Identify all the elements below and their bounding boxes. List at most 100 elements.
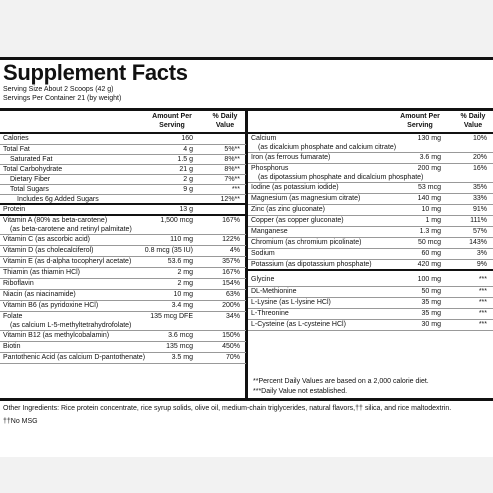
nutrient-name: Protein: [3, 206, 26, 213]
header-underline: [248, 132, 493, 134]
facts-row: Protein 13 g: [0, 205, 246, 216]
daily-value: 35%: [472, 184, 487, 191]
nutrient-name: Sodium: [251, 250, 275, 257]
daily-value: 150%: [222, 332, 240, 339]
facts-row: Iodine (as potassium iodide) 53 mcg 35%: [248, 183, 493, 194]
daily-value: 20%: [472, 154, 487, 161]
daily-value: 3%: [476, 250, 487, 257]
daily-value: 450%: [222, 343, 240, 350]
facts-row: Total Sugars 9 g ***: [0, 185, 246, 195]
nutrient-name: Vitamin E (as d-alpha tocopheryl acetate…: [3, 258, 132, 265]
nutrient-name: L-Cysteine (as L-cysteine HCl): [251, 321, 346, 328]
nutrient-name: Copper (as copper gluconate): [251, 217, 344, 224]
facts-row: Folate (as calcium L-5-methyltetrahydrofo…: [0, 312, 246, 331]
amount-per-serving: 1 mg: [425, 217, 441, 224]
nutrient-name: Glycine: [251, 276, 275, 283]
amount-per-serving: 2 mg: [177, 280, 193, 287]
daily-value: 167%: [222, 217, 240, 224]
nutrient-source: (as calcium L-5-methyltetrahydrofolate): [10, 322, 132, 329]
nutrient-name: Vitamin D (as cholecalciferol): [3, 247, 94, 254]
amount-per-serving: 35 mg: [421, 310, 441, 317]
daily-value: 57%: [472, 228, 487, 235]
nutrient-name: L-Lysine (as L-lysine HCl): [251, 299, 331, 306]
nutrient-name: Calories: [3, 135, 29, 142]
daily-value: 357%: [222, 258, 240, 265]
footnote-no-dv: ***Daily Value not established.: [253, 388, 348, 395]
facts-row: L-Lysine (as L-lysine HCl) 35 mg ***: [248, 298, 493, 309]
facts-row: Niacin (as niacinamide) 10 mg 63%: [0, 290, 246, 301]
facts-row: Total Carbohydrate 21 g 8%**: [0, 165, 246, 175]
nutrient-name: Folate: [3, 313, 23, 320]
facts-row: Dietary Fiber 2 g 7%**: [0, 175, 246, 185]
facts-row: Thiamin (as thiamin HCl) 2 mg 167%: [0, 268, 246, 279]
amount-per-serving: 2 g: [183, 176, 193, 183]
facts-row: Calories 160: [0, 134, 246, 145]
nutrient-name: Magnesium (as magnesium citrate): [251, 195, 361, 202]
daily-value: 8%**: [224, 156, 240, 163]
nutrient-name: Total Sugars: [10, 186, 49, 193]
amount-per-serving: 3.6 mcg: [168, 332, 193, 339]
no-msg-note: ††No MSG: [3, 418, 38, 425]
facts-row: Magnesium (as magnesium citrate) 140 mg 33…: [248, 194, 493, 205]
amount-per-serving: 160: [181, 135, 193, 142]
amount-per-serving: 53 mcg: [418, 184, 441, 191]
amount-per-serving: 10 mg: [173, 291, 193, 298]
facts-row: Manganese 1.3 mg 57%: [248, 227, 493, 238]
daily-value: 91%: [472, 206, 487, 213]
amount-per-serving: 2 mg: [177, 269, 193, 276]
nutrient-name: Vitamin C (as ascorbic acid): [3, 236, 91, 243]
amount-per-serving: 420 mg: [417, 261, 441, 268]
daily-value: 9%: [476, 261, 487, 268]
nutrient-name: Zinc (as zinc gluconate): [251, 206, 325, 213]
nutrient-name: Manganese: [251, 228, 288, 235]
header-underline: [0, 132, 246, 134]
daily-value: ***: [231, 186, 240, 193]
nutrient-name: Includes 6g Added Sugars: [17, 196, 99, 203]
amount-per-serving: 1,500 mcg: [160, 217, 193, 224]
daily-value: 34%: [225, 313, 240, 320]
nutrient-name: Vitamin B6 (as pyridoxine HCl): [3, 302, 99, 309]
dv-header: % Daily Value: [212, 113, 238, 129]
nutrient-name: Saturated Fat: [10, 156, 53, 163]
amount-per-serving: 3.6 mg: [419, 154, 441, 161]
facts-row: Calcium (as dicalcium phosphate and calci…: [248, 134, 493, 153]
facts-row: Vitamin B6 (as pyridoxine HCl) 3.4 mg 200%: [0, 301, 246, 312]
nutrient-name: Total Carbohydrate: [3, 166, 63, 173]
amount-per-serving: 130 mg: [417, 135, 441, 142]
daily-value: 4%: [229, 247, 240, 254]
nutrient-source: (as dipotassium phosphate and dicalcium …: [258, 174, 424, 181]
amount-per-serving: 13 g: [179, 206, 193, 213]
serving-size: Serving Size About 2 Scoops (42 g): [3, 86, 114, 93]
amount-per-serving: 0.8 mcg (35 IU): [144, 247, 193, 254]
facts-row: Pantothenic Acid (as calcium D-pantothen…: [0, 353, 246, 364]
amount-per-serving: 4 g: [183, 146, 193, 153]
nutrient-name: Potassium (as dipotassium phosphate): [251, 261, 372, 268]
facts-row: Total Fat 4 g 5%**: [0, 145, 246, 155]
nutrient-name: L-Threonine: [251, 310, 289, 317]
daily-value: ***: [478, 299, 487, 306]
daily-value: ***: [478, 276, 487, 283]
facts-row: Vitamin C (as ascorbic acid) 110 mg 122%: [0, 235, 246, 246]
nutrient-source: (as dicalcium phosphate and calcium citr…: [258, 144, 397, 151]
daily-value: 33%: [472, 195, 487, 202]
amount-per-serving: 50 mcg: [418, 239, 441, 246]
amount-per-serving: 30 mg: [421, 321, 441, 328]
facts-row: Copper (as copper gluconate) 1 mg 111%: [248, 216, 493, 227]
daily-value: 154%: [222, 280, 240, 287]
column-divider: [245, 108, 248, 398]
daily-value: ***: [478, 321, 487, 328]
facts-row: Biotin 135 mcg 450%: [0, 342, 246, 353]
facts-row: L-Threonine 35 mg ***: [248, 309, 493, 320]
servings-per-container: Servings Per Container 21 (by weight): [3, 95, 122, 102]
amount-per-serving: 21 g: [179, 166, 193, 173]
nutrient-name: Chromium (as chromium picolinate): [251, 239, 362, 246]
facts-row: DL-Methionine 50 mg ***: [248, 287, 493, 298]
amount-per-serving: 50 mg: [421, 288, 441, 295]
nutrient-name: Vitamin B12 (as methylcobalamin): [3, 332, 110, 339]
footer-rule: [0, 398, 493, 401]
amount-per-serving: 110 mg: [170, 236, 193, 243]
daily-value: 8%**: [224, 166, 240, 173]
nutrient-name: Dietary Fiber: [10, 176, 51, 183]
facts-row: Vitamin E (as d-alpha tocopheryl acetate…: [0, 257, 246, 268]
facts-row: Phosphorus (as dipotassium phosphate and …: [248, 164, 493, 183]
